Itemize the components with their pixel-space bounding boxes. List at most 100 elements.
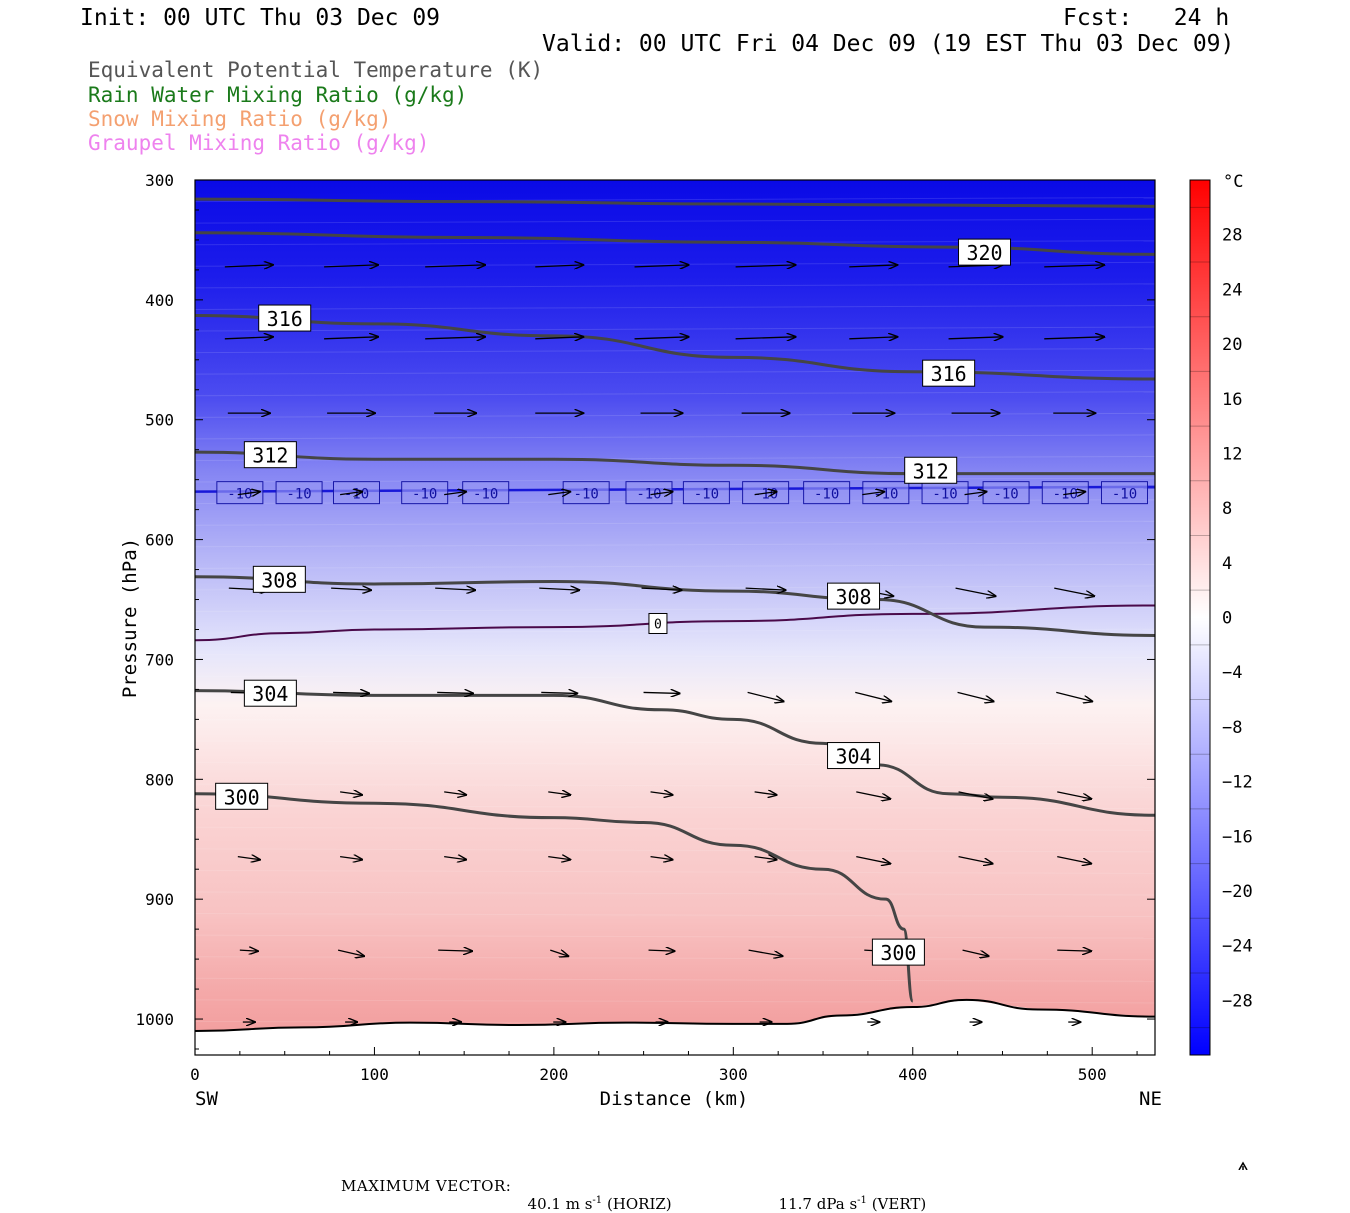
x-tick-label: 200 [539, 1065, 568, 1084]
isotherm-minus10-label-box [216, 481, 264, 505]
isotherm-minus10-label: -10 [574, 487, 599, 503]
ne-label: NE [1139, 1088, 1162, 1110]
wind-vector [444, 792, 466, 795]
shading-band [195, 762, 1155, 767]
wind-vector [643, 692, 680, 693]
y-tick-label: 600 [145, 531, 174, 550]
shading-band [195, 520, 1155, 526]
isotherm-0-label: 0 [654, 617, 662, 632]
y-axis-label: Pressure (hPa) [119, 538, 141, 698]
colorbar-tick-label: −8 [1222, 718, 1242, 738]
wind-vector [641, 588, 682, 590]
isotherm-0 [195, 604, 1155, 642]
theta-e-label-box [827, 742, 881, 770]
colorbar-tick-label: 8 [1222, 499, 1232, 519]
theta-e-label: 316 [267, 307, 303, 331]
wind-vector [548, 792, 570, 795]
wind-vector [748, 949, 783, 956]
theta-e-contour-320 [195, 231, 1155, 256]
isotherm-minus10-label-box [682, 481, 730, 505]
wind-vector [754, 792, 777, 795]
isotherm-minus10-label: -10 [932, 487, 957, 503]
colorbar-tick-label: 12 [1222, 444, 1242, 464]
wind-vector [541, 692, 577, 693]
wind-vector [548, 857, 570, 860]
isotherm-minus10-label: -10 [814, 487, 839, 503]
colorbar-tick-label: −4 [1222, 663, 1242, 683]
wind-vector [535, 265, 583, 267]
colorbar-tick-label: −16 [1222, 827, 1253, 847]
wind-vector [535, 337, 583, 339]
colorbar-tick-label: 0 [1222, 609, 1232, 629]
isotherm-minus10-label-box [1041, 481, 1089, 505]
wind-vector [735, 265, 796, 267]
theta-e-label: 300 [880, 941, 916, 965]
colorbar [1189, 179, 1211, 1056]
wind-vector [856, 855, 890, 864]
x-tick-label: 400 [898, 1065, 927, 1084]
horiz-exponent: -1 [592, 1195, 603, 1206]
theta-e-label: 304 [252, 682, 288, 706]
wind-vector [948, 337, 1003, 339]
theta-e-label: 320 [966, 241, 1002, 265]
shading-band [195, 913, 1155, 918]
wind-vector [340, 792, 362, 795]
wind-vector [337, 949, 364, 956]
isotherm-minus10-label: -10 [993, 487, 1018, 503]
x-tick-label: 500 [1078, 1065, 1107, 1084]
theta-e-contour-308 [195, 575, 1155, 637]
shading-band [195, 434, 1155, 440]
theta-e-label-box [243, 441, 297, 469]
max-vector-label: MAXIMUM VECTOR: [341, 1177, 512, 1195]
isotherm-0-label-box [648, 612, 668, 634]
y-tick-label: 500 [145, 411, 174, 430]
theta-e-label-box [827, 582, 881, 610]
theta-e-label-box [871, 938, 925, 966]
cross-section-chart: 0-10 -10 -10 -10 -10 -10 -10 -10 -10 -10 -10 -10 -10… [119, 171, 1253, 1170]
colorbar-tick-label: −24 [1222, 937, 1253, 957]
shading-band [195, 783, 1155, 788]
wind-vector [1054, 587, 1094, 596]
wind-vector [331, 588, 371, 590]
x-axis-label: Distance (km) [600, 1088, 749, 1110]
shading-band [195, 805, 1155, 810]
shading-band [195, 675, 1155, 680]
wind-vector [438, 950, 472, 951]
shading-band [195, 326, 1155, 332]
theta-e-label-box [252, 565, 306, 593]
wind-vector [747, 691, 784, 701]
isotherm-minus10-label: -10 [636, 487, 661, 503]
colorbar-tick-label: −12 [1222, 773, 1253, 793]
wind-vector [237, 492, 260, 495]
theta-e-label-box [258, 304, 312, 332]
shading-band [195, 607, 1155, 613]
wind-vector [239, 950, 258, 951]
reference-vector [1238, 1161, 1248, 1170]
wind-vector [425, 265, 485, 267]
theta-e-label-box [243, 679, 297, 707]
wind-vector [957, 691, 994, 701]
shading-band [195, 848, 1155, 853]
colorbar-tick-label: −20 [1222, 882, 1253, 902]
isotherm-minus10-label-box [401, 481, 449, 505]
wind-vector [958, 855, 993, 864]
shading-band [195, 869, 1155, 874]
theta-e-label: 312 [252, 444, 288, 468]
colorbar-unit: °C [1223, 172, 1243, 192]
shading-band [195, 218, 1155, 224]
shading-band [195, 283, 1155, 289]
x-tick-label: 0 [190, 1065, 200, 1084]
wind-vector [955, 587, 996, 596]
wind-vector [444, 492, 466, 495]
wind-vector [550, 950, 568, 956]
x-tick-label: 100 [360, 1065, 389, 1084]
wind-vector [224, 265, 273, 267]
shading-band [195, 348, 1155, 354]
wind-vector [437, 692, 473, 693]
horiz-value: 40.1 m s [527, 1195, 593, 1213]
temperature-field [195, 180, 1155, 1055]
shading-band [195, 304, 1155, 310]
wind-vector [648, 950, 675, 951]
wind-vector [634, 265, 689, 267]
shading-band [195, 563, 1155, 569]
